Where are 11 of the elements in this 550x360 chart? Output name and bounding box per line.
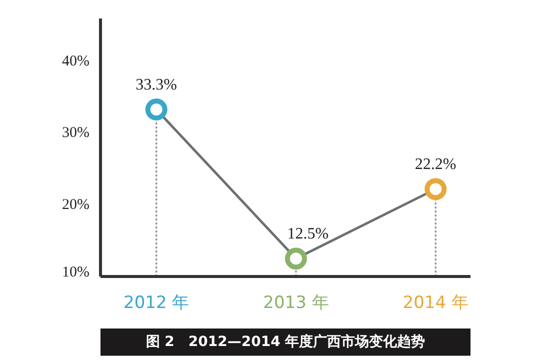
data-label: 22.2%: [414, 156, 456, 174]
x-tick-label: 2012 年: [124, 292, 190, 313]
x-tick-label: 2014 年: [402, 292, 468, 313]
x-tick-label: 2013 年: [263, 292, 329, 313]
y-tick-label: 40%: [62, 54, 90, 70]
y-tick-label: 30%: [62, 125, 90, 142]
text: 图 2 2012—2014 年度广西市场变化趋势: [146, 333, 426, 350]
y-tick-label: 10%: [62, 264, 90, 280]
y-tick-label: 20%: [62, 196, 90, 213]
data-label: 12.5%: [287, 226, 329, 243]
data-label: 33.3%: [136, 76, 178, 94]
